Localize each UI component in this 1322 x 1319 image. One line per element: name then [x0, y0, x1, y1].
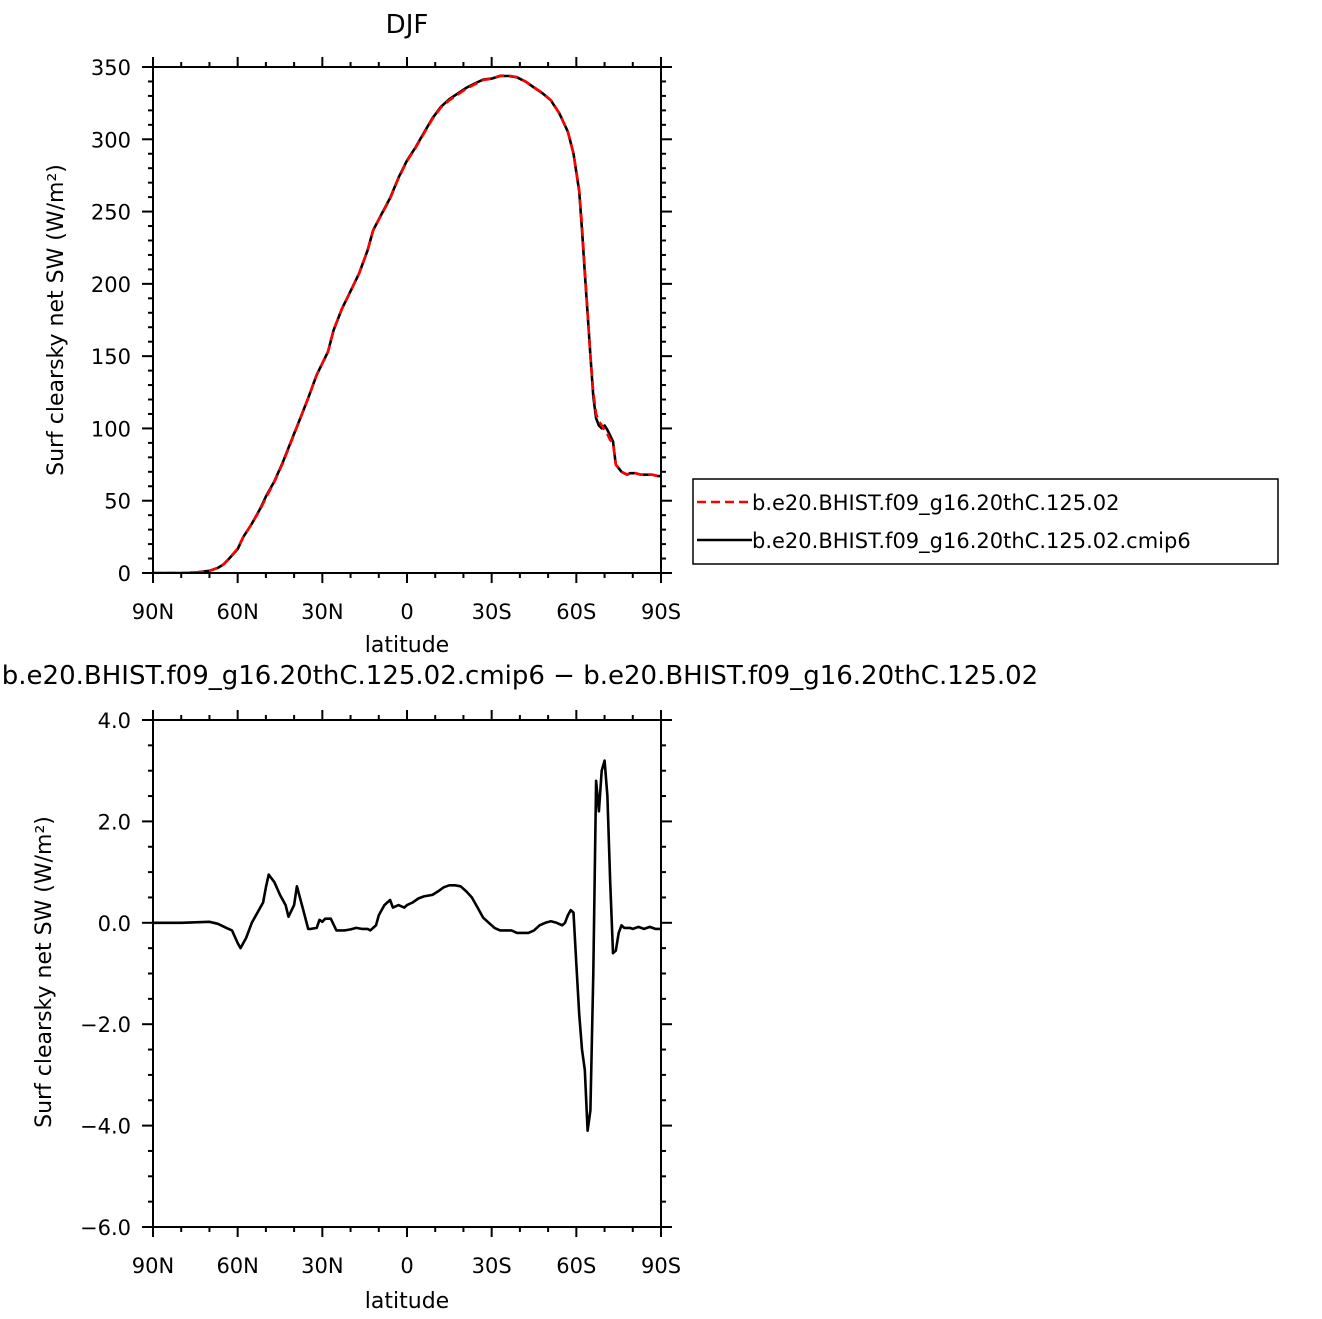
- bottom-y-tick-label: −4.0: [80, 1115, 131, 1139]
- top-y-tick-label: 50: [104, 490, 131, 514]
- bottom-axes: 90N 60N 30N 0 30S 60S 90S −6.0 −4.0 −2.0 0.0 2.0 4.0: [80, 709, 681, 1278]
- top-x-tick-label: 60S: [556, 600, 596, 624]
- legend-frame: [692, 478, 1279, 565]
- bottom-x-tick-label: 30S: [472, 1254, 512, 1278]
- top-panel: DJF 90N 60N 30N 0 30S 60S 90S 0 50 100 150 200 250 30…: [44, 10, 681, 658]
- top-y-tick-label: 250: [91, 201, 131, 225]
- bottom-y-tick-label: 4.0: [98, 709, 131, 733]
- top-x-tick-label: 0: [400, 600, 413, 624]
- top-x-tick-label: 60N: [216, 600, 258, 624]
- top-series-line-1: [153, 74, 661, 573]
- bottom-x-axis-label: latitude: [365, 1289, 449, 1314]
- legend-entry-1: b.e20.BHIST.f09_g16.20thC.125.02: [752, 491, 1119, 516]
- legend: b.e20.BHIST.f09_g16.20thC.125.02 b.e20.B…: [692, 478, 1279, 565]
- bottom-x-tick-label: 60S: [556, 1254, 596, 1278]
- top-x-tick-label: 30S: [472, 600, 512, 624]
- top-y-tick-label: 350: [91, 56, 131, 80]
- bottom-x-tick-label: 90S: [641, 1254, 681, 1278]
- top-y-tick-label: 150: [91, 345, 131, 369]
- bottom-plot-frame: [152, 719, 662, 1228]
- bottom-x-tick-label: 60N: [216, 1254, 258, 1278]
- top-y-tick-label: 200: [91, 273, 131, 297]
- top-y-tick-label: 0: [118, 562, 131, 586]
- top-chart-title: DJF: [386, 10, 429, 40]
- bottom-y-tick-label: −6.0: [80, 1216, 131, 1240]
- bottom-x-tick-label: 30N: [301, 1254, 343, 1278]
- top-x-tick-label: 90S: [641, 600, 681, 624]
- bottom-y-tick-label: 0.0: [98, 912, 131, 936]
- bottom-series-line-1: [153, 759, 661, 1132]
- bottom-panel: b.e20.BHIST.f09_g16.20thC.125.02.cmip6 −…: [2, 661, 1038, 1314]
- top-y-tick-label: 300: [91, 128, 131, 152]
- top-series-group: [153, 74, 661, 573]
- bottom-series-group: [153, 759, 661, 1132]
- top-axes: 90N 60N 30N 0 30S 60S 90S 0 50 100 150 200 250 300 350: [91, 56, 681, 624]
- top-x-tick-label: 30N: [301, 600, 343, 624]
- bottom-y-tick-label: 2.0: [98, 810, 131, 834]
- top-y-tick-label: 100: [91, 417, 131, 441]
- top-x-axis-label: latitude: [365, 633, 449, 658]
- bottom-x-tick-label: 90N: [132, 1254, 174, 1278]
- bottom-y-tick-label: −2.0: [80, 1013, 131, 1037]
- top-x-tick-label: 90N: [132, 600, 174, 624]
- bottom-x-tick-label: 0: [400, 1254, 413, 1278]
- bottom-chart-title: b.e20.BHIST.f09_g16.20thC.125.02.cmip6 −…: [2, 661, 1038, 691]
- top-plot-frame: [152, 66, 662, 574]
- top-series-line-2: [153, 74, 661, 573]
- legend-entry-2: b.e20.BHIST.f09_g16.20thC.125.02.cmip6: [752, 529, 1191, 554]
- top-y-axis-label: Surf clearsky net SW (W/m²): [44, 164, 69, 476]
- bottom-y-axis-label: Surf clearsky net SW (W/m²): [32, 816, 57, 1128]
